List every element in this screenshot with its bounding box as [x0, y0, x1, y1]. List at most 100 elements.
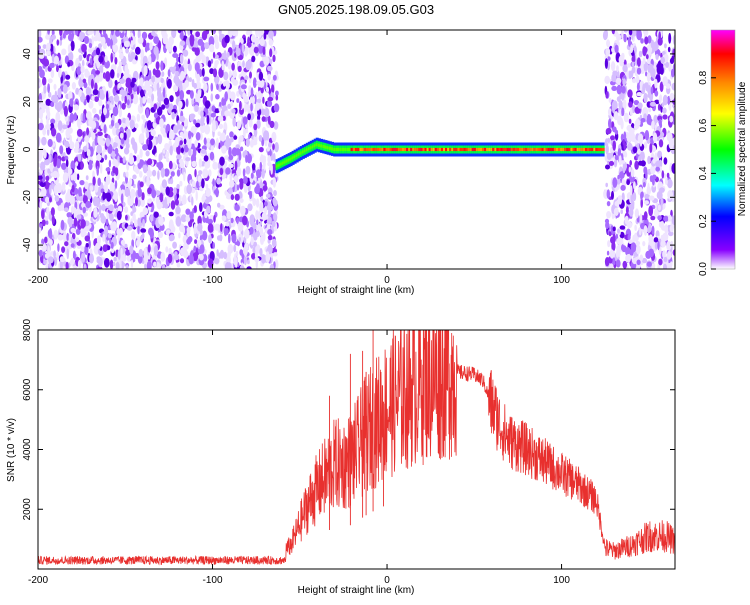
- noise-speckle: [207, 218, 214, 225]
- noise-speckle: [80, 229, 86, 238]
- noise-speckle: [67, 127, 73, 134]
- noise-speckle: [635, 244, 641, 255]
- signal-core: [341, 147, 345, 152]
- noise-speckle: [663, 263, 667, 269]
- noise-speckle: [145, 131, 150, 139]
- noise-speckle: [155, 61, 160, 70]
- noise-speckle: [264, 215, 269, 220]
- noise-speckle: [38, 189, 41, 195]
- noise-speckle: [256, 219, 259, 226]
- signal-core: [432, 147, 436, 152]
- signal-core: [333, 147, 337, 152]
- noise-speckle: [61, 156, 66, 162]
- noise-speckle: [142, 164, 148, 174]
- noise-speckle: [67, 44, 72, 53]
- noise-speckle: [205, 30, 210, 35]
- noise-speckle: [85, 175, 89, 181]
- noise-speckle: [255, 102, 261, 111]
- noise-speckle: [84, 135, 90, 143]
- signal-core: [549, 147, 553, 152]
- noise-speckle: [108, 79, 113, 89]
- noise-speckle: [608, 97, 612, 103]
- signal-core: [488, 147, 492, 152]
- noise-speckle: [125, 142, 130, 150]
- noise-speckle: [662, 250, 666, 259]
- noise-speckle: [229, 179, 235, 188]
- noise-speckle: [111, 221, 118, 232]
- noise-speckle: [222, 98, 227, 104]
- noise-speckle: [174, 251, 178, 257]
- noise-speckle: [627, 234, 631, 240]
- noise-speckle: [153, 36, 160, 44]
- noise-speckle: [642, 83, 646, 95]
- noise-speckle: [158, 216, 161, 223]
- noise-speckle: [119, 52, 124, 60]
- noise-speckle: [218, 30, 222, 35]
- noise-speckle: [215, 187, 219, 198]
- noise-speckle: [250, 87, 254, 98]
- noise-speckle: [618, 195, 622, 205]
- noise-speckle: [75, 237, 80, 243]
- noise-speckle: [148, 227, 154, 236]
- noise-speckle: [136, 113, 141, 122]
- noise-speckle: [660, 56, 665, 64]
- noise-speckle: [668, 214, 672, 222]
- noise-speckle: [161, 104, 166, 110]
- noise-speckle: [183, 242, 187, 249]
- noise-speckle: [176, 55, 179, 63]
- noise-speckle: [273, 153, 276, 162]
- noise-speckle: [151, 148, 156, 155]
- noise-speckle: [223, 228, 228, 237]
- noise-speckle: [616, 96, 621, 102]
- noise-speckle: [50, 118, 56, 125]
- colorbar-frame: [710, 29, 736, 270]
- noise-speckle: [75, 87, 80, 95]
- signal-core: [346, 147, 350, 152]
- noise-speckle: [146, 260, 152, 269]
- noise-speckle: [224, 34, 230, 44]
- noise-speckle: [604, 58, 609, 69]
- signal-core: [436, 147, 440, 152]
- noise-speckle: [267, 155, 271, 164]
- noise-speckle: [626, 63, 632, 68]
- noise-speckle: [166, 157, 170, 163]
- noise-speckle: [259, 37, 265, 47]
- noise-speckle: [669, 57, 675, 64]
- noise-speckle: [250, 236, 254, 246]
- signal-core: [504, 147, 508, 152]
- noise-speckle: [635, 241, 641, 246]
- snr-panel: -200 -100 0 100 2000 4000 6000 8000 Height of …: [6, 318, 676, 596]
- noise-speckle: [611, 30, 616, 35]
- noise-speckle: [50, 207, 55, 217]
- noise-speckle: [165, 266, 172, 269]
- noise-speckle: [267, 244, 273, 255]
- noise-speckle: [38, 122, 44, 131]
- noise-speckle: [259, 248, 263, 257]
- noise-speckle: [112, 151, 115, 161]
- noise-speckle: [196, 180, 199, 189]
- noise-speckle: [205, 183, 209, 190]
- noise-speckle: [56, 158, 61, 169]
- noise-speckle: [168, 36, 174, 46]
- noise-speckle: [130, 81, 135, 88]
- noise-speckle: [651, 225, 655, 235]
- noise-speckle: [110, 64, 117, 71]
- noise-speckle: [70, 40, 75, 52]
- signal-core: [523, 147, 527, 152]
- noise-speckle: [194, 62, 200, 72]
- noise-speckle: [235, 47, 241, 57]
- noise-speckle: [631, 205, 635, 210]
- signal-core: [443, 147, 446, 152]
- signal-core: [363, 147, 367, 152]
- signal-core: [365, 147, 369, 152]
- noise-speckle: [242, 60, 245, 68]
- signal-core: [372, 147, 376, 152]
- noise-speckle: [38, 175, 43, 180]
- noise-speckle: [84, 70, 90, 78]
- noise-speckle: [115, 261, 120, 269]
- noise-speckle: [273, 252, 278, 257]
- noise-speckle: [48, 256, 54, 264]
- noise-speckle: [165, 186, 170, 196]
- noise-speckle: [246, 102, 250, 113]
- noise-speckle: [124, 187, 131, 198]
